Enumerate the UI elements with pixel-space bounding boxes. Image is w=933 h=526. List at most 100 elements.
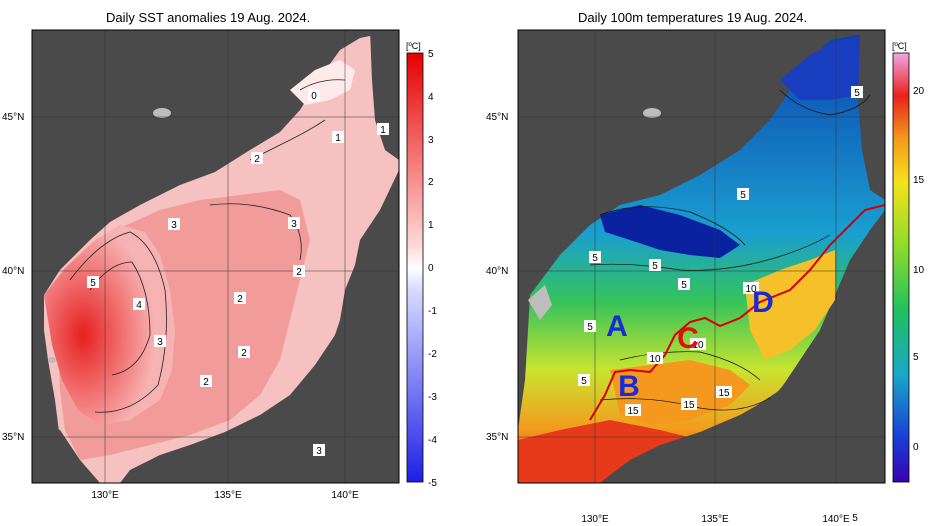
svg-text:3: 3 (428, 135, 434, 146)
colorbar-unit: [ºC] (892, 41, 907, 51)
lon-label: 130°E (581, 514, 609, 525)
contour-label: 5 (678, 278, 690, 291)
contour-label: 2 (238, 346, 250, 359)
contour-label: 15 (681, 398, 697, 411)
svg-text:5: 5 (681, 280, 687, 291)
colorbar-ticks: 20 15 10 5 0 (913, 86, 925, 453)
right-map (518, 30, 885, 483)
left-graticule (32, 30, 399, 483)
svg-text:1: 1 (428, 220, 434, 231)
land-korea-south (32, 420, 100, 483)
contour-label: 5 (589, 251, 601, 264)
contour-label: 5 (578, 374, 590, 387)
contour-label: 3 (313, 444, 325, 457)
svg-text:15: 15 (683, 400, 695, 411)
svg-text:15: 15 (913, 175, 925, 186)
left-map (32, 30, 399, 483)
svg-text:10: 10 (649, 354, 661, 365)
left-colorbar: [ºC] 5 4 3 2 1 0 -1 -2 -3 -4 -5 (406, 41, 437, 489)
svg-text:0: 0 (311, 91, 317, 102)
contour-label: 3 (154, 335, 166, 348)
left-axis-labels: 45°N 40°N 35°N 130°E 135°E 140°E (2, 112, 359, 501)
land-hokkaido (370, 30, 399, 160)
marker-d: D (752, 286, 774, 319)
svg-text:5: 5 (90, 278, 96, 289)
land-japan (120, 180, 399, 483)
svg-text:0: 0 (428, 263, 434, 274)
lat-label: 45°N (2, 112, 24, 123)
land-japan (600, 215, 885, 483)
lon-label: 135°E (214, 490, 242, 501)
svg-text:3: 3 (316, 446, 322, 457)
sea-temperature-field (518, 30, 885, 483)
lon-label: 130°E (91, 490, 119, 501)
contour-label: 4 (133, 298, 145, 311)
contour-label: 1 (332, 131, 344, 144)
contour-label: 5 (87, 276, 99, 289)
svg-text:-3: -3 (428, 392, 437, 403)
svg-text:-4: -4 (428, 435, 437, 446)
right-map-frame (517, 29, 886, 484)
lat-label: 35°N (2, 432, 24, 443)
svg-text:5: 5 (852, 513, 858, 524)
svg-text:3: 3 (171, 220, 177, 231)
svg-text:5: 5 (913, 352, 919, 363)
region-markers: A B C D (606, 286, 774, 403)
svg-text:4: 4 (136, 300, 142, 311)
svg-text:3: 3 (157, 337, 163, 348)
svg-text:10: 10 (913, 265, 925, 276)
contour-label: 10 (743, 282, 759, 295)
svg-text:5: 5 (587, 322, 593, 333)
svg-text:10: 10 (692, 340, 704, 351)
right-graticule (518, 30, 885, 483)
anomaly-cool-patch (290, 60, 355, 105)
contour-label: 1 (377, 123, 389, 136)
right-map-title: Daily 100m temperatures 19 Aug. 2024. (578, 10, 808, 25)
svg-text:5: 5 (740, 190, 746, 201)
svg-text:2: 2 (428, 177, 434, 188)
left-map-title: Daily SST anomalies 19 Aug. 2024. (106, 10, 311, 25)
svg-text:2: 2 (237, 294, 243, 305)
colorbar-ticks: 5 4 3 2 1 0 -1 -2 -3 -4 -5 (428, 49, 437, 489)
left-map-frame (31, 29, 400, 484)
left-contour-labels: 0 1 1 2 3 3 5 4 3 2 2 2 2 3 (87, 89, 389, 457)
contour-label: 15 (625, 404, 641, 417)
colorbar-unit: [ºC] (406, 41, 421, 51)
lon-label: 140°E (822, 514, 850, 525)
warm-current-line (589, 204, 885, 421)
lat-label: 35°N (486, 432, 508, 443)
cold-core (600, 205, 740, 258)
svg-text:1: 1 (335, 133, 341, 144)
lat-label: 40°N (2, 266, 24, 277)
lon-label: 135°E (701, 514, 729, 525)
right-contours (589, 89, 871, 411)
marker-c: C (677, 322, 699, 355)
svg-text:2: 2 (241, 348, 247, 359)
right-contour-labels: 5 5 5 5 5 10 10 5 5 10 15 15 15 5 (578, 86, 863, 524)
svg-text:2: 2 (296, 267, 302, 278)
svg-text:5: 5 (592, 253, 598, 264)
land-korea (32, 30, 300, 300)
svg-text:10: 10 (745, 284, 757, 295)
colorbar-bar (892, 52, 910, 483)
svg-text:-2: -2 (428, 349, 437, 360)
svg-text:5: 5 (581, 376, 587, 387)
cold-north (780, 35, 880, 100)
svg-text:20: 20 (913, 86, 925, 97)
svg-text:-5: -5 (428, 478, 437, 489)
lat-label: 40°N (486, 266, 508, 277)
anomaly-core (44, 225, 175, 425)
contour-label: 5 (737, 188, 749, 201)
contour-label: 0 (308, 89, 320, 102)
contour-label: 15 (716, 386, 732, 399)
contour-label: 2 (200, 375, 212, 388)
svg-text:0: 0 (913, 442, 919, 453)
contour-label: 3 (168, 218, 180, 231)
svg-text:-1: -1 (428, 306, 437, 317)
contour-label: 2 (251, 152, 263, 165)
lon-label: 140°E (331, 490, 359, 501)
land-hokkaido (858, 30, 885, 200)
lat-label: 45°N (486, 112, 508, 123)
right-axis-labels: 45°N 40°N 35°N 130°E 135°E 140°E (486, 112, 850, 525)
